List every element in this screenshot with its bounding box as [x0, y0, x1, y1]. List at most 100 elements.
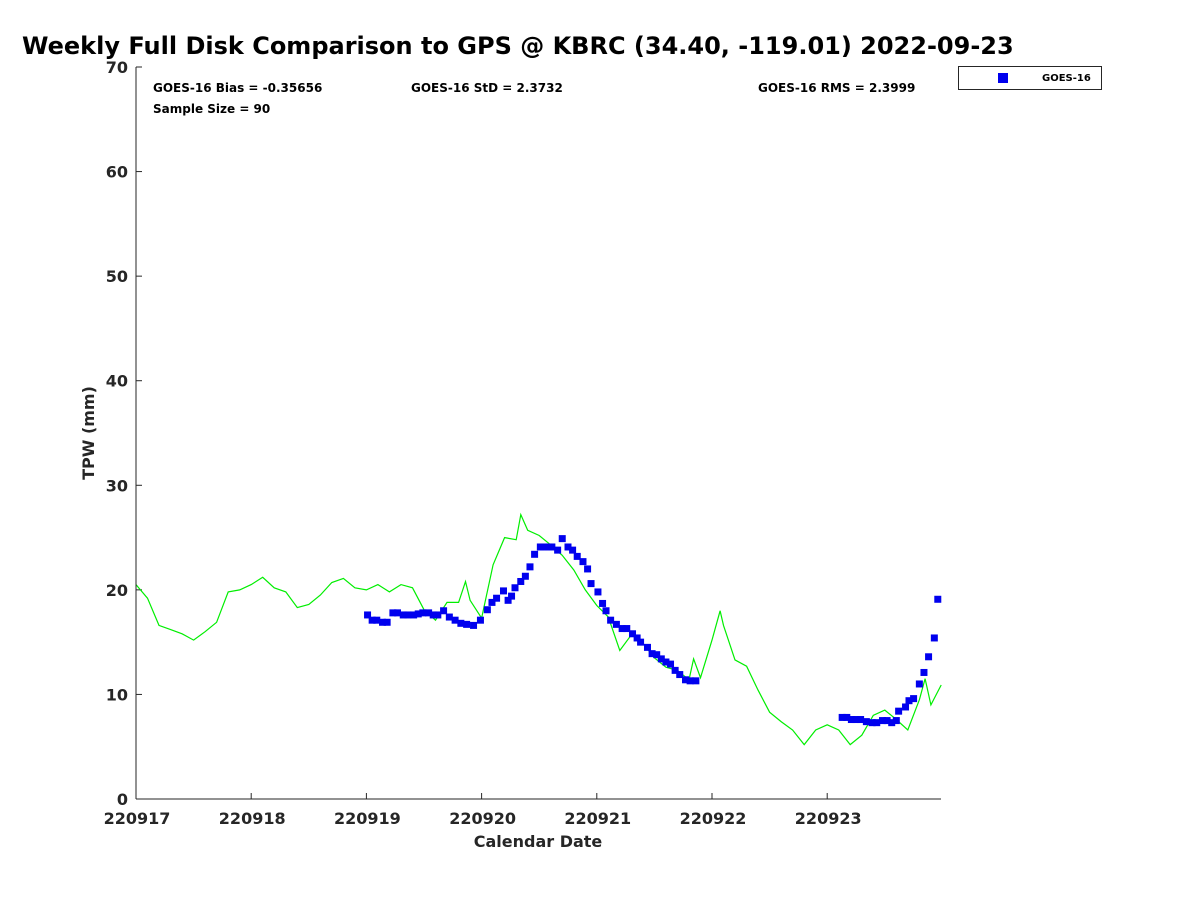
- goes16-data-point: [463, 620, 471, 628]
- goes16-data-point: [540, 543, 548, 551]
- goes16-data-point: [599, 599, 607, 607]
- chart-title: Weekly Full Disk Comparison to GPS @ KBR…: [22, 32, 1014, 60]
- goes16-data-point: [847, 716, 855, 724]
- x-axis-label: Calendar Date: [474, 832, 603, 851]
- goes16-data-point: [602, 607, 610, 615]
- goes16-data-point: [558, 535, 566, 543]
- goes16-data-point: [905, 697, 913, 705]
- goes16-data-point: [573, 552, 581, 560]
- goes16-data-point: [910, 695, 918, 703]
- goes16-data-point: [594, 588, 602, 596]
- goes16-data-point: [857, 716, 865, 724]
- goes16-data-point: [584, 565, 592, 573]
- goes16-data-point: [425, 609, 433, 617]
- goes16-data-point: [612, 620, 620, 628]
- goes16-data-point: [682, 676, 690, 684]
- y-tick-label: 30: [106, 476, 128, 495]
- goes16-data-point: [394, 609, 402, 617]
- goes16-data-point: [895, 707, 903, 715]
- goes16-data-point: [623, 625, 631, 633]
- goes16-data-point: [671, 666, 679, 674]
- axis-ticks: 0 10 20 30 40 50 60 70 220917 220918 220919 220920 2…: [104, 58, 862, 828]
- plot-series: [135, 512, 942, 746]
- goes16-data-point: [587, 580, 595, 588]
- goes16-data-point: [499, 587, 507, 595]
- goes16-data-point: [470, 621, 478, 629]
- goes16-data-point: [554, 546, 562, 554]
- x-tick-label: 220920: [449, 809, 516, 828]
- goes16-data-point: [676, 671, 684, 679]
- goes16-data-point: [868, 719, 876, 727]
- goes16-data-point: [493, 594, 501, 602]
- goes16-data-point: [548, 543, 556, 551]
- y-tick-label: 20: [106, 581, 128, 600]
- goes16-data-point: [383, 618, 391, 626]
- legend-box: [958, 66, 1102, 90]
- goes16-data-point: [873, 719, 881, 727]
- goes16-data-point: [888, 719, 896, 727]
- goes16-data-point: [692, 677, 700, 685]
- legend-label-goes16: GOES-16: [1042, 73, 1091, 84]
- goes16-data-point: [508, 592, 516, 600]
- goes16-data-point: [920, 668, 928, 676]
- y-tick-label: 50: [106, 267, 128, 286]
- goes16-data-point: [657, 655, 665, 663]
- goes16-data-point: [399, 611, 407, 619]
- goes16-data-point: [915, 680, 923, 688]
- goes16-data-point: [476, 616, 484, 624]
- goes16-data-point: [488, 598, 496, 606]
- goes16-data-point: [373, 616, 381, 624]
- goes16-data-point: [883, 717, 891, 725]
- goes16-data-point: [925, 653, 933, 661]
- goes16-data-point: [667, 660, 675, 668]
- goes16-data-point: [419, 609, 427, 617]
- goes16-data-point: [457, 619, 465, 627]
- goes16-data-point: [451, 616, 459, 624]
- sample-size-stat: Sample Size = 90: [153, 102, 270, 116]
- x-tick-label: 220919: [334, 809, 401, 828]
- goes16-data-point: [368, 616, 376, 624]
- goes16-data-point: [404, 611, 412, 619]
- x-tick-label: 220917: [104, 809, 171, 828]
- goes16-data-point: [878, 717, 886, 725]
- y-tick-label: 0: [117, 790, 128, 809]
- std-stat: GOES-16 StD = 2.3732: [411, 81, 563, 95]
- goes16-data-point: [410, 611, 418, 619]
- goes16-data-point: [414, 610, 422, 618]
- y-tick-label: 70: [106, 58, 128, 77]
- goes16-data-point: [379, 618, 387, 626]
- goes16-data-point: [440, 607, 448, 615]
- goes16-data-point: [934, 595, 942, 603]
- goes16-data-point: [483, 606, 491, 614]
- bias-stat: GOES-16 Bias = -0.35656: [153, 81, 322, 95]
- goes16-data-point: [618, 625, 626, 633]
- goes16-data-point: [429, 611, 437, 619]
- gps-tpw-line: [135, 512, 942, 746]
- goes16-data-point: [564, 543, 572, 551]
- y-tick-label: 60: [106, 163, 128, 182]
- goes16-data-point: [569, 546, 577, 554]
- goes16-data-point: [892, 717, 900, 725]
- goes16-data-point: [579, 558, 587, 566]
- legend-marker-goes16: [998, 73, 1008, 83]
- goes16-data-point: [629, 630, 637, 638]
- goes16-data-point: [653, 651, 661, 659]
- goes16-data-point: [648, 650, 656, 658]
- goes16-data-point: [852, 716, 860, 724]
- goes16-data-point: [686, 677, 694, 685]
- x-tick-label: 220918: [219, 809, 286, 828]
- y-tick-label: 10: [106, 685, 128, 704]
- goes16-data-point: [862, 718, 870, 726]
- goes16-data-point: [434, 611, 442, 619]
- goes16-data-point: [637, 638, 645, 646]
- goes16-data-point: [526, 563, 534, 571]
- goes16-data-point: [902, 703, 910, 711]
- goes16-data-point: [838, 713, 846, 721]
- legend: GOES-16: [958, 66, 1102, 90]
- goes16-data-point: [517, 577, 525, 585]
- y-axis-label: TPW (mm): [79, 386, 98, 480]
- goes16-data-point: [521, 572, 529, 580]
- x-tick-label: 220922: [680, 809, 747, 828]
- y-tick-label: 40: [106, 372, 128, 391]
